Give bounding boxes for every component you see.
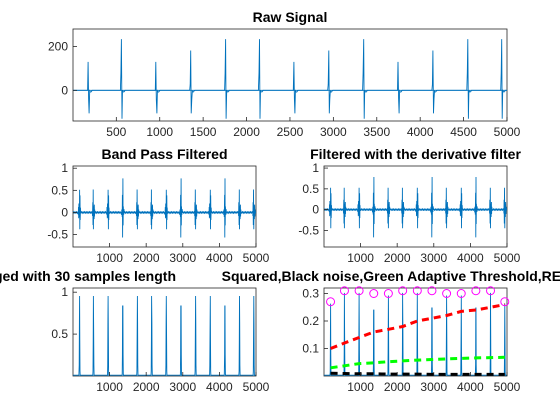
peak-marker bbox=[398, 286, 408, 296]
y-tick-label: 1 bbox=[61, 285, 68, 299]
axes-box bbox=[323, 287, 508, 377]
chart-title: Filtered with the derivative filter bbox=[310, 146, 521, 162]
y-tick-label: 0 bbox=[61, 83, 68, 97]
chart-title: eraged with 30 samples length bbox=[0, 268, 176, 284]
chart-title: Band Pass Filtered bbox=[101, 146, 227, 162]
y-tick-label: 1 bbox=[312, 161, 319, 175]
peak-marker bbox=[383, 289, 393, 298]
x-tick-label: 5000 bbox=[243, 380, 270, 394]
y-tick-label: -0.5 bbox=[47, 228, 68, 242]
axes-box bbox=[72, 165, 257, 248]
peak-marker bbox=[369, 289, 379, 298]
peak-marker bbox=[500, 297, 510, 307]
peak-marker bbox=[326, 297, 336, 307]
x-tick-label: 4000 bbox=[457, 251, 484, 265]
y-tick-label: 0.2 bbox=[302, 314, 319, 328]
x-tick-label: 500 bbox=[106, 125, 126, 139]
axes-raw: 500 1000 1500 2000 2500 3000 3500 4000 4500 5000 0… bbox=[48, 9, 521, 139]
x-tick-label: 3500 bbox=[363, 125, 390, 139]
axes-box bbox=[72, 287, 257, 377]
x-tick-label: 1000 bbox=[347, 251, 374, 265]
axes-bandpass: 1000 2000 3000 4000 5000 1 0.5 0 -0.5 Band Pass F… bbox=[47, 146, 269, 265]
axes-box bbox=[323, 165, 508, 248]
x-tick-label: 3000 bbox=[320, 125, 347, 139]
y-tick-label: -0.5 bbox=[298, 223, 319, 237]
x-tick-label: 3000 bbox=[169, 380, 196, 394]
x-tick-label: 1000 bbox=[146, 125, 173, 139]
series-line bbox=[73, 295, 256, 376]
peak-marker bbox=[471, 286, 481, 296]
axes-box bbox=[72, 28, 508, 122]
peak-marker bbox=[456, 289, 466, 298]
x-tick-label: 5000 bbox=[494, 125, 521, 139]
x-tick-label: 3000 bbox=[420, 251, 447, 265]
y-tick-label: 0.1 bbox=[302, 342, 319, 356]
chart-title: Squared,Black noise,Green Adaptive Thres… bbox=[222, 268, 560, 284]
y-tick-label: 0 bbox=[312, 203, 319, 217]
x-tick-label: 2000 bbox=[233, 125, 260, 139]
x-tick-label: 2000 bbox=[133, 380, 160, 394]
chart-title: Raw Signal bbox=[253, 9, 328, 25]
x-tick-label: 3000 bbox=[169, 251, 196, 265]
x-tick-label: 1000 bbox=[347, 380, 374, 394]
x-tick-label: 5000 bbox=[243, 251, 270, 265]
peak-marker bbox=[427, 286, 437, 296]
axes-derivative: 1000 2000 3000 4000 5000 1 0.5 0 -0.5 Filtered wi… bbox=[298, 146, 521, 265]
x-tick-label: 4000 bbox=[457, 380, 484, 394]
x-tick-label: 5000 bbox=[494, 251, 521, 265]
signal-level-line bbox=[330, 303, 506, 350]
x-tick-label: 2000 bbox=[384, 380, 411, 394]
y-tick-label: 0.3 bbox=[302, 287, 319, 301]
x-tick-label: 1000 bbox=[96, 251, 123, 265]
x-tick-label: 2000 bbox=[133, 251, 160, 265]
peak-marker bbox=[412, 286, 422, 296]
y-tick-label: 0.5 bbox=[51, 183, 68, 197]
threshold-line bbox=[330, 355, 505, 370]
x-tick-label: 5000 bbox=[494, 380, 521, 394]
x-tick-label: 4000 bbox=[407, 125, 434, 139]
x-tick-label: 2500 bbox=[277, 125, 304, 139]
axes-squared: 1000 2000 3000 4000 5000 0.3 0.2 0.1 Squared,Bla… bbox=[222, 268, 560, 394]
x-tick-label: 2000 bbox=[384, 251, 411, 265]
x-tick-label: 1000 bbox=[96, 380, 123, 394]
x-tick-label: 4500 bbox=[450, 125, 477, 139]
y-tick-label: 0.5 bbox=[51, 327, 68, 341]
peak-marker bbox=[354, 286, 364, 296]
peak-marker bbox=[486, 286, 496, 296]
peak-marker bbox=[339, 286, 349, 296]
y-tick-label: 200 bbox=[48, 40, 68, 54]
x-tick-label: 3000 bbox=[420, 380, 447, 394]
peak-marker bbox=[442, 289, 452, 298]
noise-level-line bbox=[330, 371, 505, 376]
y-tick-label: 1 bbox=[61, 161, 68, 175]
axes-averaged: 1000 2000 3000 4000 5000 1 0.5 eraged with 30 s… bbox=[0, 268, 270, 394]
y-tick-label: 0 bbox=[61, 205, 68, 219]
x-tick-label: 1500 bbox=[190, 125, 217, 139]
x-tick-label: 4000 bbox=[206, 251, 233, 265]
y-tick-label: 0.5 bbox=[302, 182, 319, 196]
x-tick-label: 4000 bbox=[206, 380, 233, 394]
